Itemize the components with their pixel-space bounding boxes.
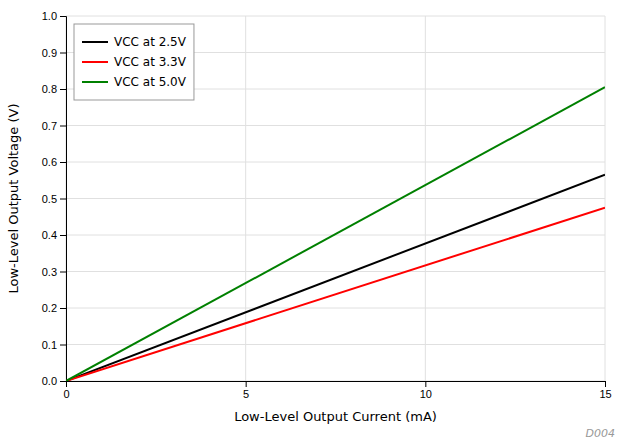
tick: 15: [599, 381, 611, 400]
tick-mark: [605, 381, 606, 387]
legend-box: [74, 24, 194, 100]
tick: 0.4: [42, 229, 66, 241]
tick-label: 10: [420, 388, 432, 400]
grid-line: [66, 271, 605, 272]
tick-mark: [60, 199, 66, 200]
tick-mark: [60, 272, 66, 273]
tick: 0.9: [42, 47, 66, 59]
tick-mark: [60, 235, 66, 236]
grid: [66, 16, 605, 381]
legend: VCC at 2.5V VCC at 3.3V VCC at 5.0V: [74, 24, 194, 100]
legend-label: VCC at 2.5V: [114, 35, 187, 49]
tick: 0.0: [42, 375, 66, 387]
legend-label: VCC at 5.0V: [114, 75, 187, 89]
tick-mark: [246, 381, 247, 387]
grid-line: [66, 308, 605, 309]
tick-label: 0.2: [42, 302, 57, 314]
series-line: [66, 175, 605, 381]
grid-line: [66, 125, 605, 126]
series-line: [66, 87, 605, 381]
legend-swatch: [82, 81, 108, 83]
tick-label: 0.7: [42, 120, 57, 132]
tick-label: 0.6: [42, 156, 57, 168]
tick-label: 0: [63, 388, 69, 400]
tick: 0.3: [42, 266, 66, 278]
tick-label: 0.0: [42, 375, 57, 387]
legend-label: VCC at 3.3V: [114, 55, 187, 69]
plot: 0 5 10 15 0.0 0.1 0.2 0.3 0.4 0.5 0.6 0.7 0.8 0.9 1.0 V…: [42, 10, 612, 400]
tick-label: 5: [243, 388, 249, 400]
x-axis-title: Low-Level Output Current (mA): [234, 409, 437, 424]
tick-mark: [60, 53, 66, 54]
tick: 10: [420, 381, 432, 400]
tick: 0.1: [42, 339, 66, 351]
legend-swatch: [82, 61, 108, 63]
grid-line: [66, 344, 605, 345]
tick-mark: [60, 16, 66, 17]
tick-mark: [60, 381, 66, 382]
lines: [66, 87, 605, 381]
y-axis-title: Low-Level Output Voltage (V): [6, 104, 21, 294]
tick: 0: [63, 381, 69, 400]
tick-mark: [425, 381, 426, 387]
tick-label: 0.4: [42, 229, 57, 241]
tick: 0.5: [42, 193, 66, 205]
tick-label: 0.5: [42, 193, 57, 205]
tick-label: 1.0: [42, 10, 57, 22]
tick-mark: [60, 162, 66, 163]
tick-label: 15: [599, 388, 611, 400]
tick: 0.7: [42, 120, 66, 132]
tick-label: 0.1: [42, 339, 57, 351]
y-axis: 0.0 0.1 0.2 0.3 0.4 0.5 0.6 0.7 0.8 0.9 1.0: [42, 10, 67, 387]
axis-line: [67, 382, 606, 388]
tick-mark: [60, 126, 66, 127]
annotation: D004: [586, 427, 615, 440]
tick-label: 0.8: [42, 83, 57, 95]
tick: 5: [243, 381, 249, 400]
tick-mark: [60, 89, 66, 90]
grid-line: [66, 198, 605, 199]
tick: 0.8: [42, 83, 66, 95]
tick-label: 0.9: [42, 47, 57, 59]
grid-line: [66, 16, 605, 17]
tick-mark: [60, 308, 66, 309]
chart: 0 5 10 15 0.0 0.1 0.2 0.3 0.4 0.5 0.6 0.7 0.8 0.9 1.0 V…: [0, 0, 627, 443]
x-axis: 0 5 10 15: [63, 381, 611, 400]
axis-line: [60, 17, 67, 382]
tick: 0.6: [42, 156, 66, 168]
legend-swatch: [82, 41, 108, 43]
tick: 1.0: [42, 10, 66, 22]
grid-line: [66, 162, 605, 163]
tick-mark: [60, 345, 66, 346]
tick-label: 0.3: [42, 266, 57, 278]
tick: 0.2: [42, 302, 66, 314]
